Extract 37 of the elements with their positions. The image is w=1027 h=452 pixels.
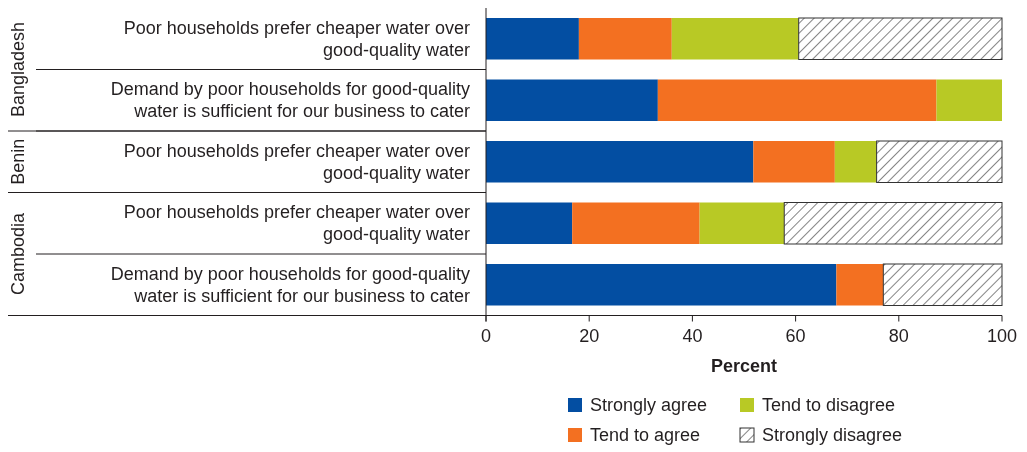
y-tick-label: Poor households prefer cheaper water over good-quality water (123, 140, 470, 183)
bar (882, 263, 1003, 306)
x-tick-label: 0 (480, 325, 492, 346)
text: Cambodia (8, 211, 28, 296)
bar (578, 18, 672, 60)
text: Benin (8, 138, 28, 185)
bar (876, 140, 1003, 183)
bar (486, 141, 754, 183)
bar (783, 202, 1003, 245)
bar (486, 202, 573, 244)
bar (671, 18, 799, 60)
x-tick-label: 80 (888, 325, 909, 346)
bar (486, 264, 837, 306)
bar (753, 141, 835, 183)
x-axis-title: Percent (710, 355, 778, 376)
bar (936, 79, 1002, 121)
legend-label: Strongly disagree (762, 425, 903, 445)
y-tick-label: Poor households prefer cheaper water over good-quality water (123, 17, 470, 60)
bar (572, 202, 700, 244)
bar (699, 202, 785, 244)
y-tick-label: Demand by poor households for good-quality water is sufficient for our business to cater (110, 79, 470, 122)
legend-label: Tend to disagree (762, 395, 896, 415)
y-tick-label: Poor households prefer cheaper water over good-quality water (123, 202, 470, 245)
bar (834, 141, 877, 183)
bar (486, 79, 658, 121)
bar (798, 17, 1003, 60)
bar (836, 264, 884, 306)
legend-label: Strongly agree (590, 395, 708, 415)
y-tick-label: Demand by poor households for good-quality water is sufficient for our business to cater (110, 263, 470, 306)
text: Bangladesh (8, 21, 28, 118)
x-tick-label: 100 (986, 325, 1018, 346)
x-tick-label: 40 (682, 325, 703, 346)
x-tick-label: 60 (785, 325, 806, 346)
x-tick-label: 20 (579, 325, 600, 346)
bar (657, 79, 937, 121)
bar (486, 18, 579, 60)
legend-label: Tend to agree (590, 425, 701, 445)
